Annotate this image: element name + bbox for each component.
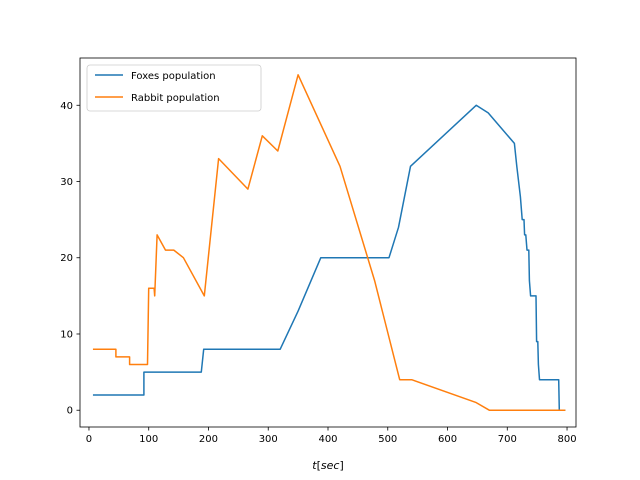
x-tick-label: 200 <box>199 434 218 445</box>
y-tick-label: 20 <box>60 253 73 264</box>
x-axis-label: t[sec] <box>312 459 343 472</box>
series-line-rabbits <box>92 74 566 411</box>
y-axis-ticks: 0 10 20 30 40 <box>60 101 80 417</box>
x-tick-label: 800 <box>557 434 576 445</box>
y-tick-label: 30 <box>60 177 73 188</box>
y-tick-label: 40 <box>60 101 73 112</box>
x-tick-label: 500 <box>378 434 397 445</box>
legend-label-foxes: Foxes population <box>131 71 216 82</box>
x-tick-label: 600 <box>438 434 457 445</box>
y-tick-label: 10 <box>60 329 73 340</box>
x-tick-label: 300 <box>259 434 278 445</box>
x-tick-label: 400 <box>318 434 337 445</box>
series-line-foxes <box>92 104 566 411</box>
series-layer <box>92 74 566 411</box>
y-tick-label: 0 <box>67 406 73 417</box>
x-axis-ticks: 0 100 200 300 400 500 600 700 800 <box>86 427 577 445</box>
x-tick-label: 700 <box>498 434 517 445</box>
legend-label-rabbits: Rabbit population <box>131 93 220 104</box>
legend-box <box>86 64 262 112</box>
legend: Foxes population Rabbit population <box>86 64 262 112</box>
x-tick-label: 100 <box>139 434 158 445</box>
x-tick-label: 0 <box>86 434 92 445</box>
